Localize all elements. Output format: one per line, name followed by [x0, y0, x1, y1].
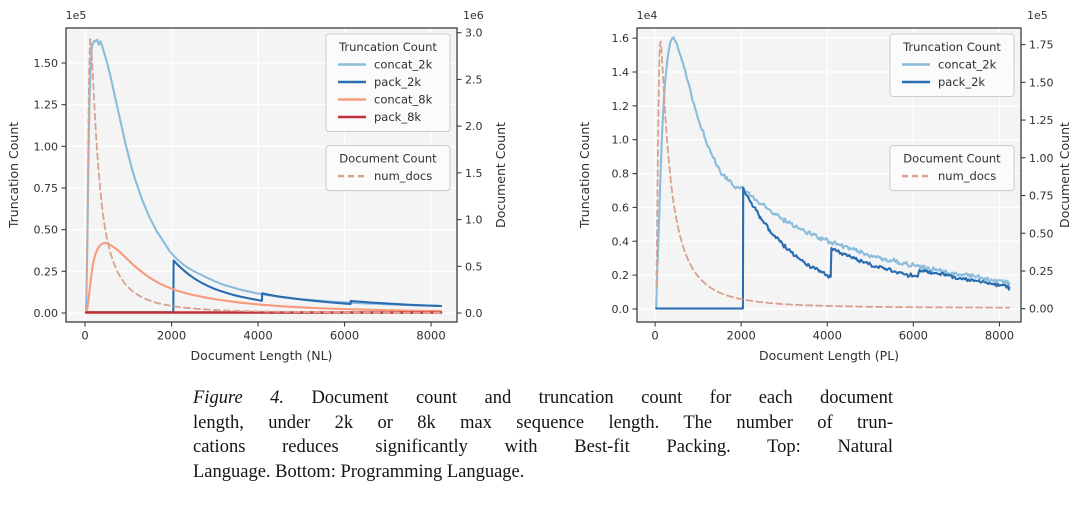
y-axis-label-right: Document Count	[493, 122, 508, 228]
legend-truncation-count: Truncation Count concat_2k pack_2k	[889, 33, 1015, 97]
legend-label: concat_2k	[938, 58, 997, 72]
series-concat_8k	[85, 241, 443, 314]
x-tick-label: 0	[651, 329, 658, 343]
y-tick-label-left: 0.00	[34, 307, 59, 320]
y-tick-label-left: 1.0	[612, 134, 630, 147]
y-tick-label-right: 0.25	[1029, 265, 1054, 278]
x-tick-label: 6000	[899, 329, 928, 343]
series-pack_2k	[655, 186, 1011, 310]
legend-title: Truncation Count	[338, 40, 437, 54]
plot-border	[65, 27, 458, 323]
left-axis-scale: 1e5	[66, 9, 87, 22]
right-axis-scale: 1e5	[1027, 9, 1048, 22]
y-tick-label-left: 1.2	[612, 100, 630, 113]
legend-label: pack_2k	[374, 75, 421, 89]
ticks	[61, 32, 462, 327]
legend-title: Document Count	[339, 152, 437, 166]
plot-border	[636, 27, 1022, 323]
y-tick-label-left: 0.0	[612, 303, 630, 316]
x-tick-label: 4000	[243, 329, 272, 343]
y-tick-label-right: 0.50	[1029, 227, 1054, 240]
right-axis-scale: 1e6	[463, 9, 484, 22]
tick-labels: 0 2000 4000 6000 8000 0.0 0.2 0.4 0.6 0.8 1.0 1.2 1.…	[612, 32, 1054, 342]
x-tick-label: 8000	[416, 329, 445, 343]
series-num_docs	[85, 38, 442, 314]
legend-label: concat_8k	[374, 93, 433, 107]
caption-line: Language. Bottom: Programming Language.	[193, 461, 525, 482]
y-tick-label-right: 0.75	[1029, 190, 1054, 203]
figure-label: Figure 4.	[193, 388, 284, 408]
left-axis-scale: 1e4	[637, 9, 658, 22]
y-tick-label-right: 1.25	[1029, 114, 1054, 127]
y-tick-label-right: 2.0	[465, 120, 483, 133]
chart-natural-language: 0 2000 4000 6000 8000 0.00 0.25 0.50 0.75 1.00 1.2…	[6, 9, 508, 363]
legend-document-count: Document Count num_docs	[325, 145, 451, 192]
legend-truncation-count: Truncation Count concat_2k pack_2k concat_8…	[325, 33, 451, 132]
y-tick-label-right: 1.00	[1029, 152, 1054, 165]
figure-caption: Figure 4. Document count and truncation …	[193, 386, 893, 484]
y-tick-label-left: 0.6	[612, 201, 630, 214]
x-axis-label: Document Length (PL)	[759, 348, 899, 363]
charts-row: 0 2000 4000 6000 8000 0.00 0.25 0.50 0.75 1.00 1.2…	[6, 9, 1072, 363]
y-tick-label-left: 1.4	[612, 66, 630, 79]
x-tick-label: 4000	[813, 329, 842, 343]
chart-programming-language: 0 2000 4000 6000 8000 0.0 0.2 0.4 0.6 0.8 1.0 1.2 1.…	[577, 9, 1072, 363]
x-tick-label: 2000	[157, 329, 186, 343]
legend-label: num_docs	[938, 169, 996, 183]
y-tick-label-right: 0.5	[465, 260, 483, 273]
y-tick-label-left: 0.2	[612, 269, 630, 282]
x-tick-label: 2000	[727, 329, 756, 343]
y-axis-label-left: Truncation Count	[577, 122, 592, 229]
y-tick-label-left: 1.25	[34, 99, 59, 112]
y-tick-label-right: 1.50	[1029, 76, 1054, 89]
y-tick-label-left: 0.75	[34, 182, 59, 195]
caption-line: length, under 2k or 8k max sequence leng…	[193, 412, 893, 433]
y-axis-label-left: Truncation Count	[6, 122, 21, 229]
y-tick-label-left: 0.25	[34, 265, 59, 278]
caption-line: Figure 4. Document count and truncation …	[193, 388, 893, 408]
y-tick-label-right: 2.5	[465, 73, 483, 86]
legend-document-count: Document Count num_docs	[889, 145, 1015, 192]
series-concat_2k	[655, 36, 1011, 309]
series-num_docs	[655, 40, 1011, 309]
legend-title: Document Count	[903, 152, 1001, 166]
y-tick-label-left: 1.00	[34, 140, 59, 153]
legend-label: num_docs	[374, 169, 432, 183]
y-tick-label-left: 1.6	[612, 32, 630, 45]
series-pack_2k	[85, 259, 443, 314]
y-tick-label-left: 0.4	[612, 235, 630, 248]
caption-line: cations reduces significantly with Best-…	[193, 437, 893, 457]
legend-label: pack_2k	[938, 75, 985, 89]
legend-label: pack_8k	[374, 110, 421, 124]
y-tick-label-right: 0.0	[465, 307, 483, 320]
tick-labels: 0 2000 4000 6000 8000 0.00 0.25 0.50 0.75 1.00 1.2…	[34, 27, 483, 343]
ticks	[632, 37, 1026, 327]
x-tick-label: 6000	[330, 329, 359, 343]
x-tick-label: 0	[81, 329, 88, 343]
x-tick-label: 8000	[985, 329, 1014, 343]
y-tick-label-left: 0.50	[34, 224, 59, 237]
legend-label: concat_2k	[374, 58, 433, 72]
y-tick-label-right: 1.5	[465, 167, 483, 180]
y-axis-label-right: Document Count	[1057, 122, 1072, 228]
legend-title: Truncation Count	[902, 40, 1001, 54]
y-tick-label-right: 1.75	[1029, 39, 1054, 52]
y-tick-label-right: 3.0	[465, 27, 483, 40]
y-tick-label-left: 0.8	[612, 168, 630, 181]
y-tick-label-right: 0.00	[1029, 303, 1054, 316]
y-tick-label-right: 1.0	[465, 214, 483, 227]
y-tick-label-left: 1.50	[34, 57, 59, 70]
x-axis-label: Document Length (NL)	[191, 348, 333, 363]
